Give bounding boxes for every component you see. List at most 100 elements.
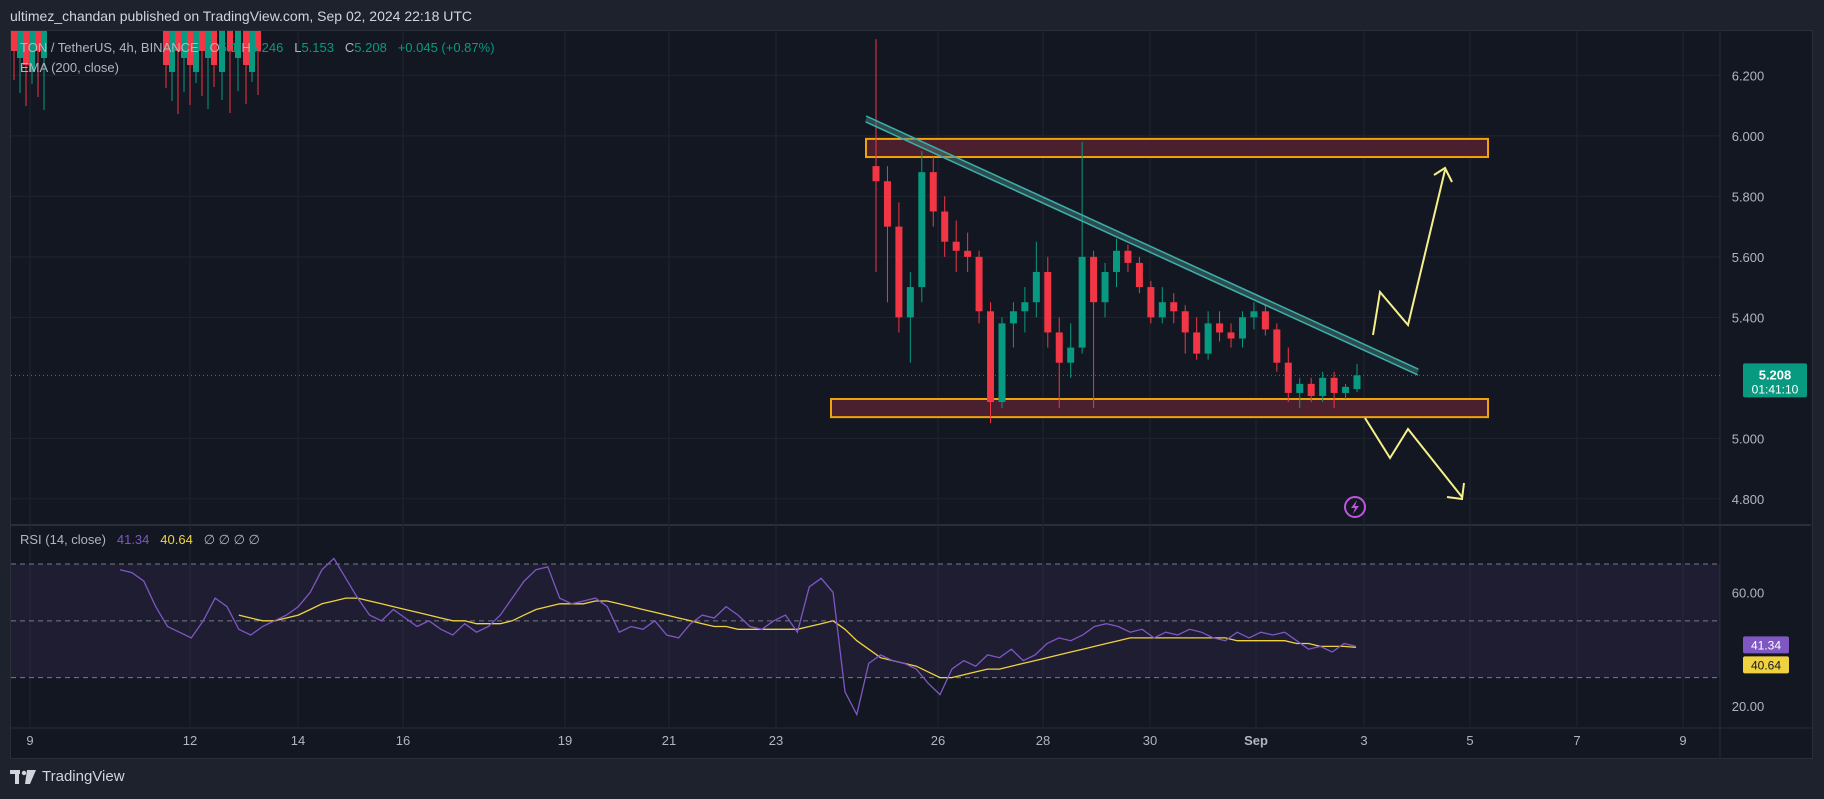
lightning-icon-bolt — [1351, 500, 1359, 514]
date-tick-label: Sep — [1244, 733, 1268, 748]
trendline-channel — [864, 115, 1420, 376]
price-tick-label: 4.800 — [1732, 492, 1765, 507]
candle-body — [235, 31, 241, 58]
candle-body — [35, 31, 41, 51]
candle-body — [1135, 262, 1143, 288]
last-price-badge — [1743, 363, 1807, 398]
date-tick-label: 9 — [1679, 733, 1686, 748]
candle-body — [1284, 362, 1292, 393]
candle-body — [1113, 250, 1120, 272]
rsi-tick-label: 20.00 — [1732, 699, 1765, 714]
candle-body — [1158, 302, 1166, 318]
ema-row[interactable]: EMA (200, close) — [20, 58, 495, 78]
candle-body — [1067, 347, 1075, 363]
candle-body — [1307, 383, 1315, 396]
support-zone — [830, 397, 1489, 419]
rsi-ma-legend-value: 40.64 — [160, 532, 193, 547]
candle-body — [883, 181, 891, 227]
rsi-value-label: 41.34 — [1751, 638, 1781, 652]
date-tick-label: 12 — [183, 733, 197, 748]
candle-body — [17, 31, 23, 58]
symbol-label[interactable]: TON / TetherUS, 4h, BINANCE — [20, 40, 199, 55]
candle-body — [163, 31, 169, 65]
last-price-label: 5.208 — [1759, 367, 1792, 382]
candle-body — [1296, 383, 1304, 393]
bearish-arrowhead — [1446, 482, 1465, 501]
open-value: 5.1 — [219, 40, 238, 55]
rsi-label[interactable]: RSI (14, close) — [20, 532, 106, 547]
candle-body — [906, 287, 914, 318]
candle-body — [175, 31, 181, 51]
candle-body — [1021, 302, 1029, 312]
date-tick-label: 3 — [1360, 733, 1367, 748]
price-tick-label: 5.400 — [1732, 310, 1765, 325]
price-tick-label: 6.000 — [1732, 129, 1765, 144]
rsi-legend-value: 41.34 — [116, 532, 150, 547]
high-label: H — [241, 40, 251, 55]
candle-body — [1216, 323, 1224, 333]
candle-body — [975, 256, 983, 312]
price-tick-label: 6.200 — [1732, 68, 1765, 83]
candle-body — [895, 226, 903, 318]
candle-body — [1090, 256, 1098, 303]
countdown-label: 01:41:10 — [1752, 382, 1799, 396]
trendline-lower — [865, 121, 1419, 376]
close-label: C — [344, 40, 355, 55]
candle-body — [219, 31, 225, 72]
footer-brand: TradingView — [42, 768, 125, 785]
candle-body — [187, 31, 193, 65]
ema-label[interactable]: EMA (200, close) — [20, 60, 119, 75]
rsi-ma-value-badge — [1743, 656, 1789, 674]
date-tick-label: 30 — [1143, 733, 1157, 748]
price-tick-label: 5.800 — [1732, 189, 1765, 204]
symbol-row[interactable]: TON / TetherUS, 4h, BINANCE O5.1 H5.246 … — [20, 38, 495, 58]
resistance-zone — [865, 137, 1489, 159]
candle-body — [227, 31, 233, 51]
candle-body — [1273, 329, 1281, 363]
candle-body — [952, 241, 960, 251]
chart-area[interactable] — [10, 30, 1813, 759]
date-tick-label: 26 — [931, 733, 945, 748]
rsi-line — [119, 557, 1357, 717]
candle-body — [1204, 323, 1212, 354]
candle-body — [1353, 375, 1361, 390]
price-tick-label: 5.600 — [1732, 250, 1765, 265]
tradingview-logo-icon — [10, 769, 36, 784]
candle-body — [11, 31, 17, 51]
candle-body — [211, 31, 217, 65]
change-value: +0.045 (+0.87%) — [397, 40, 495, 55]
candle-body — [998, 323, 1006, 403]
candle-body — [193, 31, 199, 72]
high-value: 5.246 — [250, 40, 284, 55]
low-label: L — [294, 40, 302, 55]
candle-body — [1101, 271, 1109, 303]
candle-body — [1055, 332, 1063, 363]
rsi-tick-label: 60.00 — [1732, 585, 1765, 600]
candle-body — [255, 31, 261, 51]
date-tick-label: 5 — [1466, 733, 1473, 748]
date-tick-label: 19 — [558, 733, 572, 748]
price-legend: TON / TetherUS, 4h, BINANCE O5.1 H5.246 … — [20, 38, 495, 78]
candle-body — [41, 31, 47, 58]
candle-body — [1170, 302, 1178, 312]
rsi-legend[interactable]: RSI (14, close) 41.34 40.64 ∅ ∅ ∅ ∅ — [20, 532, 260, 548]
candle-body — [29, 31, 35, 72]
candle-body — [1147, 287, 1155, 318]
rsi-value-badge — [1743, 636, 1789, 654]
candle-body — [1032, 271, 1040, 303]
candle-body — [249, 31, 255, 72]
candle-body — [23, 31, 29, 65]
candle-body — [941, 211, 949, 242]
candle-body — [1044, 271, 1052, 333]
candle-body — [1227, 332, 1235, 339]
close-value: 5.208 — [354, 40, 387, 55]
footer: TradingView — [10, 768, 125, 785]
candle-body — [918, 172, 926, 288]
candle-body — [1261, 311, 1269, 330]
open-label: O — [209, 40, 220, 55]
candle-body — [1193, 332, 1201, 354]
date-tick-label: 14 — [291, 733, 305, 748]
lightning-icon — [1344, 496, 1366, 518]
candle-body — [1009, 311, 1017, 324]
